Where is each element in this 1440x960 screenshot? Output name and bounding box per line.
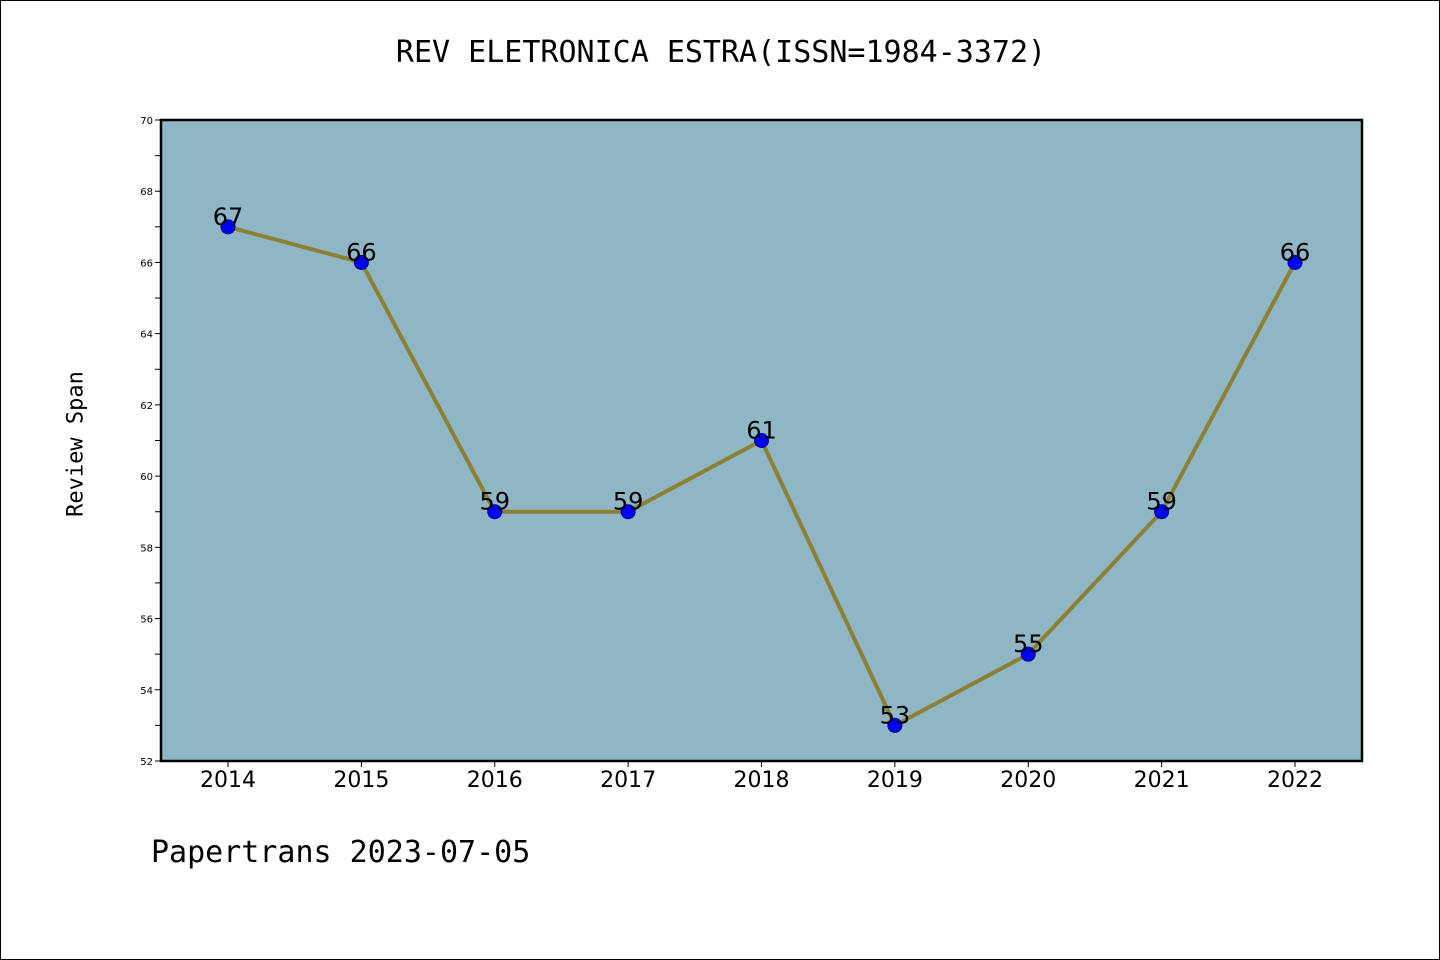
x-tick-label: 2018 (734, 768, 790, 793)
y-tick-label: 58 (140, 543, 153, 554)
data-point (887, 717, 903, 733)
data-label: 67 (213, 203, 244, 231)
data-point (487, 504, 503, 520)
plot-border (159, 118, 1364, 763)
x-tick-label: 2021 (1134, 768, 1190, 793)
x-tick-label: 2019 (867, 768, 923, 793)
data-label: 53 (880, 701, 911, 729)
data-point (353, 254, 369, 270)
y-tick-label: 60 (140, 472, 153, 483)
x-tick-label: 2020 (1000, 768, 1056, 793)
y-tick-label: 56 (140, 615, 153, 626)
data-label: 59 (1146, 488, 1177, 516)
data-label: 61 (746, 417, 777, 445)
footer-credit: Papertrans 2023-07-05 (151, 835, 531, 870)
y-tick-label: 54 (140, 686, 153, 697)
x-tick-label: 2022 (1267, 768, 1323, 793)
y-tick-label: 70 (140, 116, 153, 127)
y-tick-label: 62 (140, 401, 153, 412)
x-tick-label: 2014 (200, 768, 256, 793)
data-point (754, 433, 769, 448)
y-tick-label: 52 (140, 757, 153, 768)
data-point (620, 504, 636, 520)
x-tick-label: 2016 (467, 768, 523, 793)
data-label: 66 (346, 238, 377, 266)
data-label: 66 (1280, 238, 1311, 266)
chart-title: REV ELETRONICA ESTRA(ISSN=1984-3372) (395, 35, 1047, 70)
x-tick-label: 2017 (600, 768, 656, 793)
y-tick-label: 64 (140, 330, 153, 341)
data-point (220, 219, 236, 235)
y-tick-label: 68 (140, 187, 153, 198)
data-point (1287, 254, 1303, 270)
data-point (1020, 646, 1036, 662)
data-point (1154, 504, 1170, 520)
x-tick-label: 2015 (333, 768, 389, 793)
data-label: 59 (479, 488, 510, 516)
data-label: 59 (613, 488, 644, 516)
data-label: 55 (1013, 630, 1044, 658)
y-tick-label: 66 (140, 258, 153, 269)
